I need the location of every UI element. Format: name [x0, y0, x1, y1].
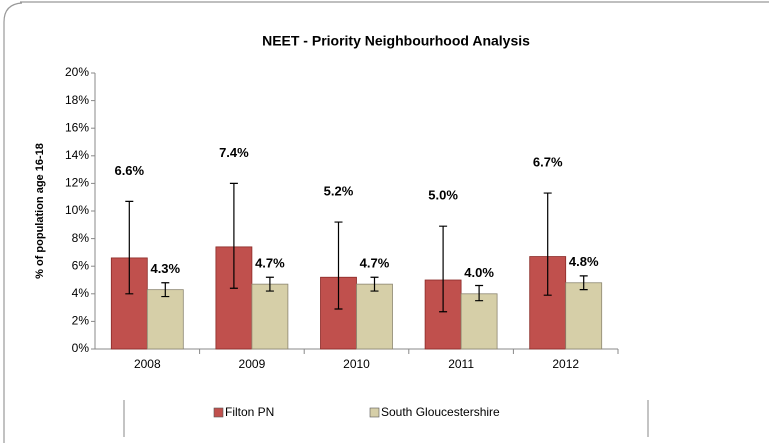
legend-swatch [369, 407, 380, 418]
y-tick-label: 0% [72, 341, 90, 355]
error-bar [370, 276, 379, 292]
error-bar [265, 276, 274, 292]
y-tick-label: 12% [65, 176, 89, 190]
y-tick-label: 4% [72, 286, 90, 300]
frame [3, 1, 769, 443]
legend-swatch [213, 407, 224, 418]
bar [460, 293, 498, 350]
x-tick-label: 2011 [448, 357, 474, 371]
legend-label: Filton PN [225, 405, 274, 419]
data-label: 4.3% [150, 261, 180, 276]
y-tick-label: 2% [72, 314, 90, 328]
data-label: 6.6% [114, 163, 144, 178]
x-tick-label: 2012 [552, 357, 579, 371]
x-tick-label: 2008 [134, 357, 161, 371]
y-tick-label: 10% [65, 203, 89, 217]
chart-title: NEET - Priority Neighbourhood Analysis [262, 33, 530, 49]
bar [146, 289, 184, 350]
x-tick-label: 2010 [343, 357, 370, 371]
data-label: 5.2% [324, 183, 354, 198]
error-bar [161, 282, 170, 298]
data-label: 4.8% [569, 254, 599, 269]
error-bar [125, 200, 134, 295]
bar [320, 276, 357, 350]
y-tick-label: 18% [65, 93, 89, 107]
data-label: 4.0% [464, 265, 494, 280]
y-tick-label: 6% [72, 258, 90, 272]
error-bar [543, 192, 552, 296]
y-tick-label: 16% [65, 120, 89, 134]
error-bar [475, 284, 484, 302]
bar [565, 282, 603, 350]
data-label: 4.7% [255, 256, 285, 271]
error-bar [579, 275, 588, 291]
y-tick-label: 14% [65, 148, 89, 162]
y-tick-label: 8% [72, 231, 90, 245]
bar [356, 283, 393, 350]
error-bar [334, 221, 343, 310]
legend-label: South Gloucestershire [381, 405, 500, 419]
error-bar [229, 182, 238, 289]
error-bar [439, 225, 448, 313]
data-label: 6.7% [533, 154, 563, 169]
data-label: 7.4% [219, 145, 249, 160]
bar [251, 283, 289, 350]
data-label: 4.7% [360, 256, 390, 271]
x-tick-label: 2009 [239, 357, 266, 371]
y-tick-label: 20% [65, 65, 89, 79]
y-axis-title: % of population age 16-18 [34, 143, 46, 279]
data-label: 5.0% [428, 188, 458, 203]
